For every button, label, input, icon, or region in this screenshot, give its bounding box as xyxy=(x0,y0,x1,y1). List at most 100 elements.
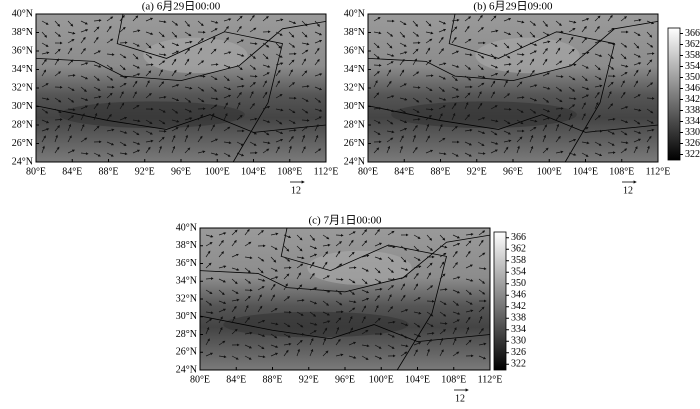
wind-arrow xyxy=(477,64,484,71)
wind-arrow xyxy=(555,20,562,26)
colorbar-tick-label: 326 xyxy=(685,138,700,149)
wind-arrow xyxy=(145,146,151,154)
x-tick-label: 100°E xyxy=(537,166,562,177)
wind-arrow xyxy=(633,108,642,112)
wind-arrow xyxy=(503,80,508,88)
wind-arrow xyxy=(106,64,114,70)
wind-arrow xyxy=(335,300,343,306)
wind-arrow xyxy=(426,245,433,251)
wind-arrow xyxy=(106,92,113,99)
wind-arrow xyxy=(80,62,89,66)
wind-arrow xyxy=(171,134,176,143)
wind-arrow xyxy=(283,296,290,302)
colorbar-tick-label: 338 xyxy=(685,105,700,116)
wind-arrow xyxy=(257,267,264,274)
wind-arrow xyxy=(41,20,49,25)
wind-arrow xyxy=(236,141,244,146)
wind-arrow xyxy=(620,80,625,88)
x-tick-label: 112°E xyxy=(314,166,339,177)
wind-arrow xyxy=(413,245,420,252)
wind-arrow xyxy=(465,309,474,313)
wind-arrow xyxy=(620,42,628,48)
wind-arrow xyxy=(386,42,393,49)
wind-arrow xyxy=(412,20,419,27)
wind-arrow xyxy=(633,146,638,154)
wind-arrow xyxy=(438,62,447,66)
wind-arrow xyxy=(529,119,538,123)
basin-shade xyxy=(143,37,248,74)
wind-arrow xyxy=(413,256,421,261)
wind-arrow xyxy=(568,27,576,33)
wind-arrow xyxy=(197,86,205,92)
wind-arrow xyxy=(633,31,641,36)
wind-arrow xyxy=(205,250,211,258)
wind-arrow xyxy=(231,305,237,313)
wind-arrow xyxy=(145,130,153,135)
colorbar-tick-label: 362 xyxy=(685,39,700,50)
x-tick-label: 104°E xyxy=(405,374,430,385)
boundary-line xyxy=(35,105,327,133)
colorbar-tick-label: 342 xyxy=(511,301,526,312)
wind-arrow xyxy=(335,353,344,357)
wind-arrow xyxy=(93,26,100,33)
wind-arrow xyxy=(296,284,303,291)
wind-arrow xyxy=(132,15,139,22)
wind-arrow xyxy=(452,311,461,315)
wind-arrow xyxy=(386,145,391,154)
wind-arrow xyxy=(244,278,252,284)
wind-arrow xyxy=(158,42,165,49)
wind-arrow xyxy=(516,108,524,113)
wind-arrow xyxy=(412,108,420,113)
wind-arrow xyxy=(158,60,166,66)
wind-arrow xyxy=(322,337,327,346)
y-tick-label: 34°N xyxy=(176,276,197,287)
wind-arrow xyxy=(374,295,380,302)
wind-arrow xyxy=(270,344,279,348)
wind-arrow xyxy=(399,69,405,77)
wind-arrow xyxy=(633,62,642,66)
wind-arrow xyxy=(438,124,443,132)
wind-arrow xyxy=(399,51,408,55)
wind-arrow xyxy=(314,108,323,112)
wind-arrow xyxy=(275,53,283,58)
wind-arrow xyxy=(477,91,482,99)
wind-arrow xyxy=(373,53,380,59)
wind-arrow xyxy=(270,333,278,339)
wind-arrow xyxy=(309,311,317,317)
colorbar-tick-label: 350 xyxy=(685,72,700,83)
wind-arrow xyxy=(309,330,317,335)
colorbar xyxy=(493,231,507,371)
wind-arrow xyxy=(413,341,422,346)
wind-arrow xyxy=(607,81,614,88)
wind-arrow xyxy=(93,112,98,121)
y-tick-label: 28°N xyxy=(12,119,33,130)
wind-arrow xyxy=(361,355,369,360)
wind-arrow xyxy=(633,53,641,58)
wind-arrow xyxy=(620,141,629,145)
wind-arrow xyxy=(257,230,264,236)
wind-arrow xyxy=(223,94,232,99)
wind-arrow xyxy=(283,349,289,357)
wind-arrow xyxy=(301,58,306,66)
wind-arrow xyxy=(594,91,600,99)
wind-arrow xyxy=(594,141,602,146)
boundary-line xyxy=(35,21,327,82)
panel-title: (c) 7月1日00:00 xyxy=(308,215,382,227)
wind-arrow xyxy=(309,261,315,269)
wind-arrow xyxy=(288,42,296,48)
wind-arrow xyxy=(119,53,127,59)
wind-arrow xyxy=(132,64,140,69)
wind-arrow xyxy=(399,83,407,88)
wind-arrow xyxy=(210,20,219,24)
wind-arrow xyxy=(425,108,434,111)
wind-arrow xyxy=(568,86,576,92)
x-tick-label: 96°E xyxy=(171,166,191,177)
wind-arrow xyxy=(542,40,551,44)
wind-arrow xyxy=(464,64,471,70)
wind-arrow xyxy=(439,261,445,269)
wind-arrow xyxy=(464,92,471,99)
wind-arrow xyxy=(386,53,395,57)
wind-arrow xyxy=(283,342,292,346)
wind-arrow xyxy=(54,48,61,55)
wind-arrow xyxy=(426,348,430,357)
